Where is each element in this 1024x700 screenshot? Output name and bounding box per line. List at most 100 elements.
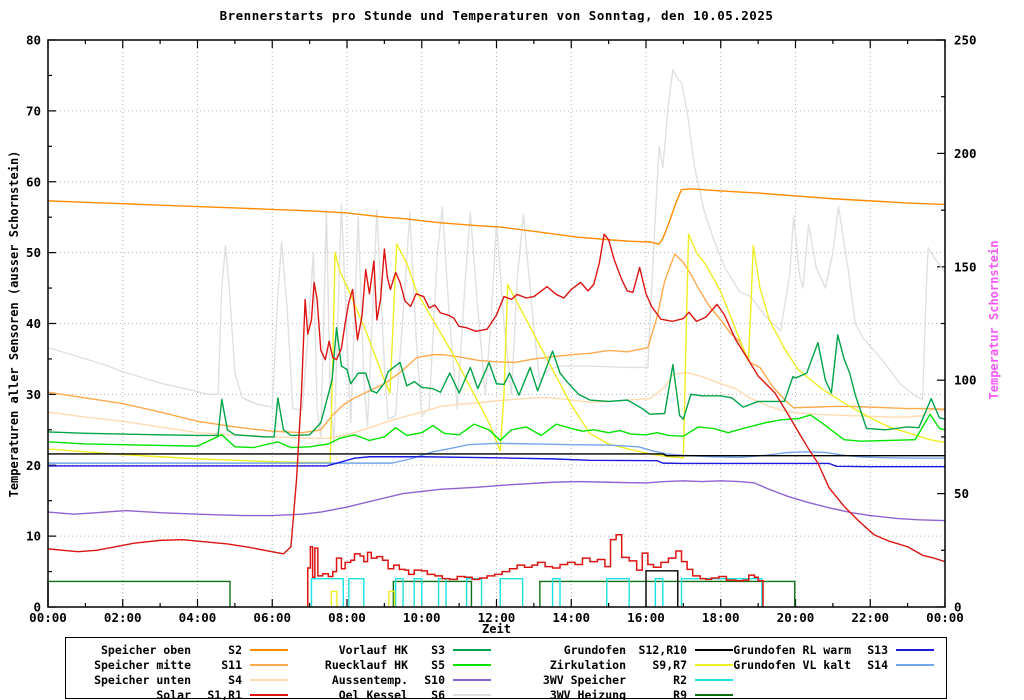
y-right-tick-label: 150 [954, 259, 977, 274]
relay-R2 [465, 577, 483, 607]
x-tick-label: 00:00 [29, 610, 67, 625]
relay-R2 [437, 577, 447, 607]
legend-item: Speicher mitte S11 [73, 657, 288, 672]
legend-item: Grundofen VL kalt S14 [721, 657, 934, 672]
legend-item-label: 3WV Heizung [549, 687, 626, 700]
y-left-tick-label: 50 [26, 245, 41, 260]
series-S1 [47, 233, 946, 563]
x-tick-label: 12:00 [478, 610, 516, 625]
relay-R2 [413, 577, 423, 607]
y-left-tick-label: 40 [26, 316, 41, 331]
relay-R2 [654, 577, 664, 607]
right-axis-title: Temperatur Schornstein [987, 240, 1001, 400]
series-S13 [48, 456, 945, 468]
relay-R7 [330, 590, 338, 607]
legend-item-swatch [250, 693, 288, 696]
legend-item: Ruecklauf HK S5 [304, 657, 491, 672]
left-axis-title: Temperaturen aller Sensoren (ausser Scho… [7, 150, 21, 498]
legend-column: Grundofen RL warm S13 Grundofen VL kalt S14 [721, 638, 934, 700]
legend: Speicher oben S2 Speicher mitte S11 Speicher… [65, 637, 947, 700]
legend-item-code: S3 [431, 642, 445, 657]
y-right-tick-label: 100 [954, 373, 977, 388]
y-right-tick-label: 0 [954, 600, 962, 615]
relay-R2 [310, 577, 344, 607]
y-left-tick-label: 30 [26, 387, 41, 402]
legend-column: Speicher oben S2 Speicher mitte S11 Speicher… [73, 638, 288, 700]
legend-item-swatch [453, 678, 491, 681]
relay-R7 [388, 590, 396, 607]
legend-column: Vorlauf HK S3 Ruecklauf HK S5 Aussentemp. S10… [304, 638, 491, 700]
legend-item-code: S14 [867, 657, 888, 672]
legend-item-label: Speicher unten [94, 672, 191, 687]
legend-item-label: Oel Kessel [338, 687, 408, 700]
legend-item-label: Solar [156, 687, 191, 700]
legend-item-code: S1,R1 [207, 687, 242, 700]
legend-item-label: Zirkulation [549, 657, 626, 672]
legend-item-label: Grundofen VL kalt [733, 657, 851, 672]
legend-item-swatch [695, 648, 733, 651]
legend-item: Speicher oben S2 [73, 642, 288, 657]
legend-item: 3WV Speicher R2 [524, 672, 733, 687]
y-left-tick-label: 20 [26, 458, 41, 473]
legend-item-code: R2 [673, 672, 687, 687]
x-tick-label: 10:00 [403, 610, 441, 625]
series-S9 [47, 233, 946, 464]
legend-item-label: Speicher mitte [94, 657, 191, 672]
legend-item-label: Aussentemp. [331, 672, 408, 687]
legend-item-swatch [695, 663, 733, 666]
y-right-tick-label: 250 [954, 33, 977, 48]
legend-item-label: Grundofen [563, 642, 626, 657]
relay-R2 [606, 577, 630, 607]
y-left-tick-label: 0 [33, 600, 41, 615]
legend-item-swatch [453, 693, 491, 696]
legend-item-swatch [250, 663, 288, 666]
legend-item-code: S11 [221, 657, 242, 672]
legend-item-label: 3WV Speicher [542, 672, 626, 687]
legend-item: Aussentemp. S10 [304, 672, 491, 687]
legend-item: Grundofen S12,R10 [524, 642, 733, 657]
legend-item-code: S12,R10 [638, 642, 687, 657]
legend-item-swatch [453, 663, 491, 666]
legend-item: 3WV Heizung R9 [524, 687, 733, 700]
legend-item-code: R9 [673, 687, 687, 700]
legend-item-code: S13 [867, 642, 888, 657]
y-right-tick-label: 50 [954, 486, 969, 501]
legend-item-code: S2 [228, 642, 242, 657]
legend-item: Zirkulation S9,R7 [524, 657, 733, 672]
x-tick-label: 18:00 [702, 610, 740, 625]
x-tick-label: 00:00 [926, 610, 964, 625]
legend-item-swatch [453, 648, 491, 651]
legend-item: Grundofen RL warm S13 [721, 642, 934, 657]
y-left-tick-label: 10 [26, 529, 41, 544]
legend-item: Speicher unten S4 [73, 672, 288, 687]
relay-R2 [551, 577, 561, 607]
relay-R2 [680, 577, 763, 607]
series-S5 [47, 413, 946, 449]
y-left-tick-label: 70 [26, 103, 41, 118]
legend-item-code: S5 [431, 657, 445, 672]
y-left-tick-label: 80 [26, 33, 41, 48]
series-S11 [47, 253, 946, 434]
relay-R2 [348, 577, 365, 607]
y-right-tick-label: 200 [954, 146, 977, 161]
x-tick-label: 22:00 [851, 610, 889, 625]
relay-R9 [47, 580, 231, 607]
x-tick-label: 08:00 [328, 610, 366, 625]
x-tick-label: 04:00 [179, 610, 217, 625]
legend-item-swatch [695, 678, 733, 681]
relay-R9 [392, 580, 473, 607]
series-S4 [47, 371, 946, 440]
chart-title: Brennerstarts pro Stunde und Temperature… [219, 8, 774, 23]
relay-R2 [394, 577, 404, 607]
legend-item: Solar S1,R1 [73, 687, 288, 700]
x-tick-label: 02:00 [104, 610, 142, 625]
legend-column: Grundofen S12,R10 Zirkulation S9,R7 3WV Spei… [524, 638, 733, 700]
x-axis-title: Zeit [482, 622, 511, 636]
legend-item-code: S4 [228, 672, 242, 687]
legend-item-swatch [250, 678, 288, 681]
legend-item: Oel Kessel S6 [304, 687, 491, 700]
relay-R1-steps [307, 533, 764, 607]
x-tick-label: 14:00 [552, 610, 590, 625]
